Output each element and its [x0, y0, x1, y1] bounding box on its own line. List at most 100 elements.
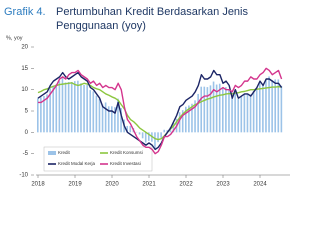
bar: [70, 81, 73, 133]
bar: [52, 86, 55, 133]
bar: [74, 81, 76, 133]
bar: [114, 107, 116, 133]
legend-label: Kredit Investasi: [110, 161, 141, 166]
bar: [262, 84, 264, 133]
bar: [154, 132, 156, 150]
bar: [203, 86, 206, 133]
bar: [138, 132, 141, 135]
x-tick-label: 2020: [105, 182, 119, 188]
bar: [43, 96, 45, 133]
y-tick-label: 20: [21, 45, 28, 51]
bar: [111, 106, 113, 133]
bar: [92, 91, 95, 133]
bar: [107, 106, 110, 133]
y-tick-label: 0: [25, 130, 29, 136]
chart-title: Penggunaan (yoy): [56, 20, 146, 32]
bar: [252, 90, 255, 133]
y-tick-label: -5: [23, 151, 29, 157]
bar: [163, 129, 166, 133]
bar: [86, 84, 88, 133]
x-tick-label: 2022: [179, 182, 193, 188]
bar: [181, 110, 184, 133]
bar: [265, 79, 267, 133]
bar: [200, 86, 203, 133]
legend: [43, 146, 153, 172]
bar: [55, 84, 58, 133]
bar: [188, 105, 190, 133]
y-tick-label: 15: [21, 66, 28, 72]
bar: [274, 79, 277, 133]
bar: [191, 103, 193, 133]
bar: [194, 100, 196, 133]
bar: [67, 81, 70, 133]
bar: [268, 76, 270, 133]
y-axis-label: %, yoy: [6, 35, 23, 41]
x-tick-label: 2024: [253, 182, 267, 188]
bar: [49, 88, 51, 133]
bar: [83, 84, 85, 133]
line: [37, 82, 282, 141]
chart-label: Grafik 4.: [4, 6, 46, 18]
bar: [61, 78, 64, 133]
bar: [98, 98, 101, 133]
bar: [172, 122, 175, 133]
bar: [117, 98, 119, 133]
bar: [280, 85, 283, 133]
bar: [249, 94, 252, 133]
x-tick-label: 2019: [68, 182, 82, 188]
y-tick-label: 10: [21, 87, 28, 93]
bar: [259, 81, 261, 133]
y-tick-label: -10: [19, 173, 28, 179]
legend-label: Kredit Konsumsi: [110, 150, 143, 155]
bar: [234, 92, 236, 133]
bar: [89, 90, 92, 133]
bar: [37, 98, 39, 133]
line: [38, 67, 283, 155]
bar: [80, 83, 82, 133]
legend-label: Kredit Modal Kerja: [58, 161, 96, 166]
bar: [277, 79, 280, 133]
bar: [129, 125, 132, 133]
x-tick-label: 2021: [142, 182, 156, 188]
bar: [157, 132, 159, 143]
bar: [95, 95, 98, 133]
bar: [206, 87, 209, 133]
legend-label: Kredit: [58, 150, 71, 155]
bar: [126, 125, 129, 133]
bar: [141, 132, 144, 139]
x-tick-label: 2023: [216, 182, 230, 188]
bar: [271, 80, 273, 133]
bar: [231, 97, 233, 133]
legend-swatch: [48, 151, 56, 155]
bar: [255, 87, 258, 133]
bar: [120, 108, 122, 133]
bar: [148, 132, 150, 141]
bar: [101, 104, 104, 133]
bar: [40, 97, 42, 133]
bar: [246, 94, 249, 133]
bar: [178, 112, 181, 133]
bar: [218, 83, 221, 133]
bar: [222, 87, 224, 133]
bar: [215, 84, 218, 133]
bar: [144, 132, 147, 143]
chart-title: Pertumbuhan Kredit Berdasarkan Jenis: [56, 6, 248, 18]
bar: [237, 99, 240, 133]
chart: Grafik 4. Pertumbuhan Kredit Berdasarkan…: [4, 6, 290, 188]
bar: [225, 87, 227, 133]
bar: [185, 106, 187, 133]
bar: [240, 96, 243, 133]
bar: [160, 132, 162, 138]
bar: [104, 102, 107, 133]
bar: [64, 82, 67, 133]
bar: [212, 81, 215, 133]
bar: [209, 85, 212, 133]
bar: [243, 93, 246, 133]
bar: [197, 93, 199, 133]
bar: [228, 90, 230, 133]
y-tick-label: 5: [25, 109, 29, 115]
bar: [166, 130, 169, 133]
bar: [58, 80, 61, 133]
bar: [77, 80, 79, 133]
x-tick-label: 2018: [31, 182, 45, 188]
